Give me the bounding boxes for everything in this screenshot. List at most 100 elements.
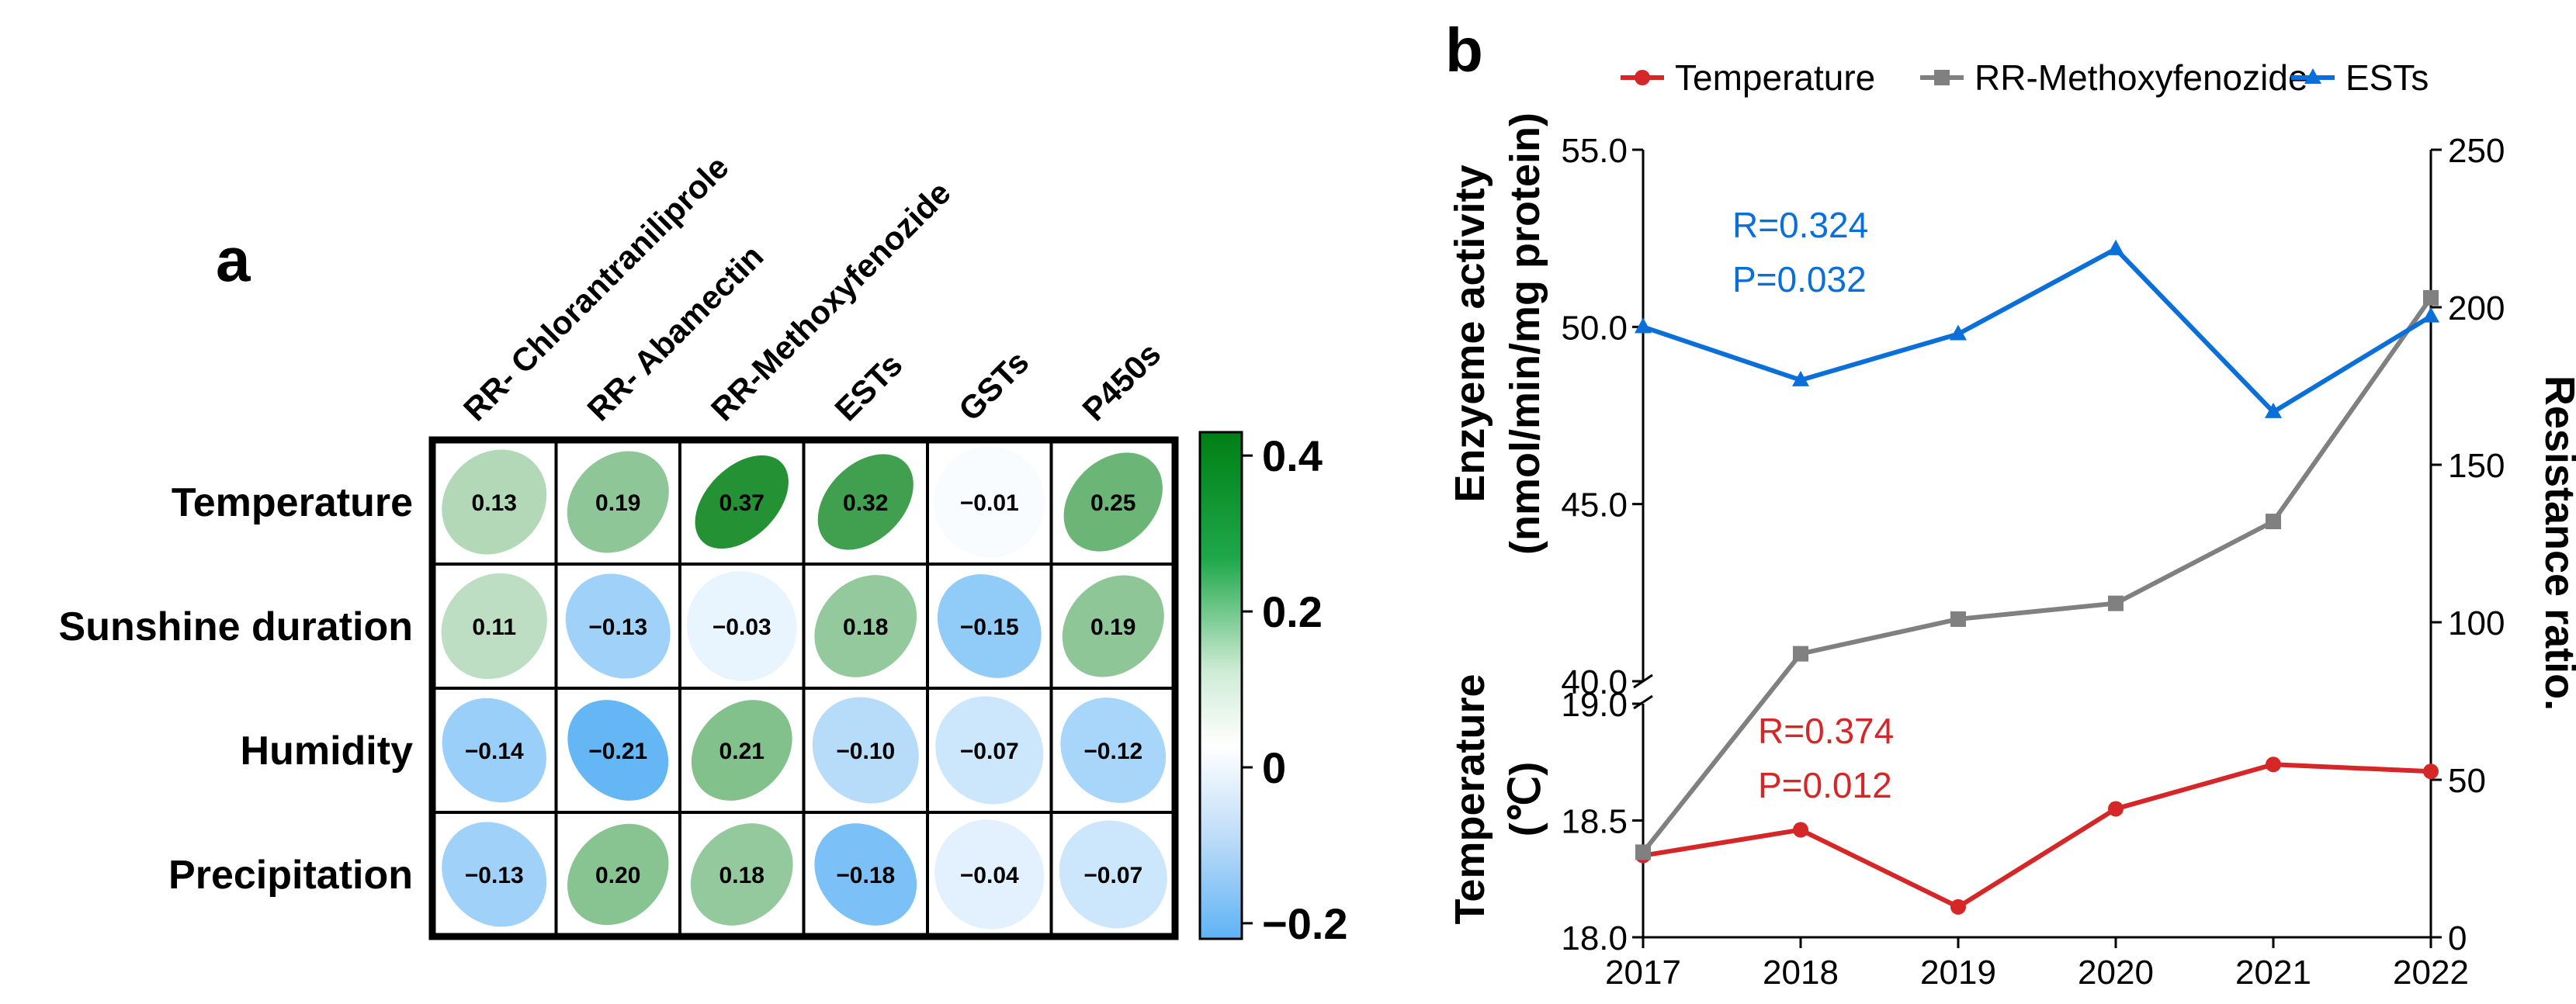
rr-methoxyfenozide-point: [1635, 844, 1651, 860]
legend-swatch-marker: [1635, 70, 1650, 85]
ests-point: [2265, 402, 2282, 418]
heatmap-cell-value: 0.32: [843, 490, 888, 516]
heatmap-cell-value: 0.18: [843, 615, 888, 640]
left-lower-tick-label: 18.5: [1561, 803, 1628, 841]
colorbar-ticks: 0.4 0.2 0 −0.2: [1242, 431, 1348, 948]
left-upper-tick-label: 55.0: [1561, 132, 1628, 170]
legend-item: Temperature: [1621, 57, 1875, 98]
panel-label-a: a: [216, 225, 251, 294]
right-tick-label: 200: [2448, 289, 2505, 327]
heatmap-cell-value: 0.11: [472, 615, 516, 640]
heatmap-cell-value: 0.13: [472, 490, 517, 516]
heatmap-row-label: Sunshine duration: [59, 604, 413, 649]
heatmap-ellipse: [937, 574, 1042, 678]
heatmap-ellipse: [565, 573, 671, 679]
heatmap-cell-value: 0.19: [595, 490, 640, 516]
heatmap-column-label: GSTs: [952, 344, 1036, 428]
temperature-point: [1950, 898, 1966, 915]
left-lower-tick-label: 19.0: [1561, 686, 1628, 724]
ests-line: [1642, 246, 2432, 414]
rr-methoxyfenozide-point: [2266, 514, 2281, 530]
heatmap-row-labels: Temperature Sunshine duration Humidity Prec…: [59, 480, 414, 898]
rr-methoxyfenozide-point: [2423, 289, 2439, 306]
legend-item: ESTs: [2291, 57, 2429, 98]
temperature-point: [2108, 801, 2124, 817]
x-tick-label: 2021: [2235, 954, 2311, 992]
right-tick-label: 50: [2448, 762, 2486, 800]
left-lower-tick-label: 18.0: [1561, 919, 1628, 957]
ests-point: [1950, 324, 1967, 341]
right-tick-label: 250: [2448, 132, 2505, 170]
heatmap-cell-value: 0.18: [719, 863, 764, 888]
x-tick-label: 2019: [1920, 954, 1996, 992]
heatmap-column-label: ESTs: [827, 346, 909, 428]
heatmap-ellipse: [442, 698, 546, 803]
heatmap-ellipse: [1063, 452, 1163, 552]
heatmap-ellipse: [812, 697, 919, 804]
left-upper-axis-label-line2: (nmol/min/mg protein): [1502, 113, 1548, 555]
temperature-point: [2423, 763, 2439, 780]
series-temperature: [1635, 756, 2439, 915]
heatmap-row-label: Temperature: [172, 480, 413, 525]
left-lower-axis-label-line1: Temperature: [1447, 673, 1493, 924]
heatmap-ellipse: [1059, 820, 1167, 929]
ests-point: [1635, 317, 1652, 334]
heatmap-row-label: Precipitation: [168, 853, 413, 898]
heatmap-ellipse: [935, 696, 1044, 805]
legend-item: RR-Methoxyfenozide: [1920, 57, 2308, 98]
heatmap-cell-value: −0.21: [588, 739, 647, 764]
stat-annotation: R=0.374: [1758, 711, 1894, 751]
temperature-line: [1642, 762, 2432, 909]
legend-label: Temperature: [1675, 57, 1875, 98]
heatmap-cell-value: −0.01: [960, 490, 1019, 516]
heatmap-cell-value: 0.37: [719, 490, 764, 516]
heatmap-row-label: Humidity: [241, 729, 414, 774]
heatmap-ellipse: [695, 455, 789, 549]
ests-point: [2422, 306, 2439, 323]
heatmap-ellipse: [567, 451, 669, 553]
rr-methoxyfenozide-point: [1793, 646, 1808, 662]
axis-ticks: 2017 2018 2019 2020 2021 2022 55.0 50.0 45.0 40.0…: [1561, 132, 2505, 992]
left-lower-axis-label-line2: (℃): [1502, 762, 1548, 837]
heatmap-ellipse: [814, 575, 917, 677]
right-tick-label: 0: [2448, 919, 2467, 957]
x-tick-label: 2017: [1605, 954, 1681, 992]
colorbar-tick-label: 0: [1262, 743, 1286, 792]
legend-label: RR-Methoxyfenozide: [1974, 57, 2308, 98]
heatmap-ellipse: [442, 822, 547, 927]
rr-methoxyfenozide-point: [2108, 595, 2124, 611]
heatmap-cell-value: −0.13: [465, 863, 524, 888]
colorbar-tick-label: 0.2: [1262, 587, 1323, 636]
legend-swatch-marker: [2304, 68, 2321, 84]
legend-swatch-marker: [1934, 70, 1950, 85]
heatmap-ellipse: [934, 446, 1045, 558]
heatmap-ellipse: [1060, 698, 1167, 803]
heatmap-cell-value: 0.20: [595, 863, 640, 888]
series: [1635, 239, 2439, 915]
heatmap-cell-value: −0.18: [836, 863, 895, 888]
heatmap-ellipse: [691, 700, 792, 801]
temperature-point: [2266, 756, 2281, 773]
heatmap-cell-value: −0.03: [712, 615, 771, 640]
heatmap-ellipse: [1062, 575, 1164, 677]
colorbar-tick-label: 0.4: [1262, 431, 1323, 480]
heatmap-ellipse: [934, 819, 1045, 930]
left-upper-tick-label: 45.0: [1561, 486, 1628, 525]
heatmap-cell-value: −0.04: [960, 863, 1019, 888]
heatmap-ellipse: [686, 571, 797, 681]
heatmap-cell-value: −0.12: [1083, 739, 1142, 764]
heatmap-cell-value: −0.07: [1083, 863, 1142, 888]
series-rr-methoxyfenozide: [1635, 289, 2439, 860]
legend: Temperature RR-Methoxyfenozide ESTs: [1621, 57, 2429, 98]
rr-methoxyfenozide-point: [1950, 611, 1966, 627]
heatmap-cell-value: −0.14: [465, 739, 524, 764]
colorbar-gradient: [1198, 431, 1243, 940]
left-upper-tick-label: 50.0: [1561, 309, 1628, 347]
heatmap-cell-value: −0.15: [960, 615, 1019, 640]
left-upper-axis-label-line1: Enzyeme activity: [1447, 164, 1493, 502]
rr-methoxyfenozide-line: [1641, 296, 2433, 854]
heatmap-cell-value: 0.25: [1090, 490, 1135, 516]
